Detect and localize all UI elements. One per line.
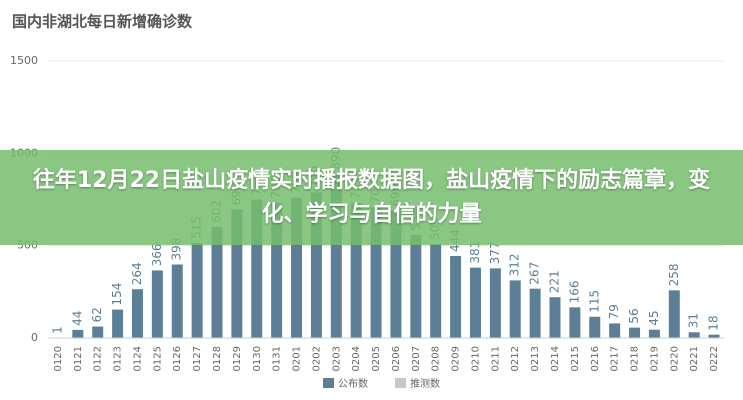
x-tick-label: 0221 xyxy=(689,346,700,371)
data-label: 258 xyxy=(667,263,681,286)
x-tick-label: 0210 xyxy=(470,346,481,371)
x-tick-label: 0220 xyxy=(669,346,680,371)
data-label: 56 xyxy=(627,308,641,323)
x-tick-label: 0206 xyxy=(391,346,402,371)
bar xyxy=(310,192,322,338)
x-tick-label: 0201 xyxy=(292,346,303,371)
bar xyxy=(529,288,541,338)
x-tick-label: 0123 xyxy=(113,346,124,371)
bar xyxy=(151,270,163,338)
banner-text: 往年12月22日盐山疫情实时播报数据图，盐山疫情下的励志篇章，变化、学习与自信的… xyxy=(32,167,711,227)
bar xyxy=(191,242,203,338)
x-tick-label: 0124 xyxy=(132,346,143,371)
x-tick-label: 0219 xyxy=(649,346,660,371)
x-tick-label: 0214 xyxy=(550,346,561,371)
data-label: 221 xyxy=(548,270,562,293)
x-tick-label: 0212 xyxy=(510,346,521,371)
x-tick-label: 0131 xyxy=(272,346,283,371)
bar xyxy=(509,280,521,338)
legend-swatch xyxy=(395,378,406,388)
x-tick-label: 0216 xyxy=(590,346,601,371)
bar xyxy=(569,307,581,338)
x-tick-label: 0122 xyxy=(93,346,104,371)
x-tick-label: 0128 xyxy=(212,346,223,371)
x-tick-label: 0120 xyxy=(53,346,64,371)
y-tick-label: 1500 xyxy=(10,54,38,67)
data-label: 312 xyxy=(508,253,522,276)
data-label: 62 xyxy=(90,307,104,322)
legend-label: 公布数 xyxy=(338,377,368,390)
x-tick-label: 0209 xyxy=(451,346,462,371)
bar xyxy=(430,244,442,338)
x-tick-label: 0126 xyxy=(172,346,183,371)
bar xyxy=(450,256,462,338)
bar xyxy=(668,290,680,338)
x-tick-label: 0208 xyxy=(431,346,442,371)
bar xyxy=(370,207,382,338)
bar xyxy=(330,173,342,338)
x-tick-label: 0211 xyxy=(490,346,501,371)
data-label: 166 xyxy=(567,280,581,303)
bar xyxy=(489,268,501,338)
bar xyxy=(231,209,243,338)
chart-title: 国内非湖北每日新增确诊数 xyxy=(12,13,193,31)
data-label: 381 xyxy=(468,241,482,264)
x-tick-label: 0130 xyxy=(252,346,263,371)
x-tick-label: 0213 xyxy=(530,346,541,371)
x-tick-label: 0204 xyxy=(351,346,362,371)
bar xyxy=(648,329,660,338)
legend-swatch xyxy=(323,378,334,388)
x-tick-label: 0218 xyxy=(630,346,641,371)
bar xyxy=(350,203,362,338)
data-label: 79 xyxy=(607,304,621,319)
data-label: 18 xyxy=(707,315,721,330)
data-label: 31 xyxy=(687,313,701,328)
bar xyxy=(410,234,422,338)
y-tick-label: 0 xyxy=(31,331,38,344)
x-tick-label: 0127 xyxy=(192,346,203,371)
x-tick-label: 0222 xyxy=(709,346,720,371)
bar xyxy=(609,323,621,338)
bar xyxy=(171,264,183,338)
data-label: 115 xyxy=(587,290,601,313)
bar xyxy=(469,267,481,338)
bar xyxy=(72,329,84,338)
x-tick-label: 0207 xyxy=(411,346,422,371)
x-tick-label: 0202 xyxy=(311,346,322,371)
bar xyxy=(112,309,124,338)
bar xyxy=(211,226,223,338)
data-label: 366 xyxy=(150,244,164,267)
x-tick-label: 0125 xyxy=(152,346,163,371)
bar xyxy=(549,297,561,338)
bar xyxy=(390,210,402,338)
bar xyxy=(708,334,720,338)
x-tick-label: 0121 xyxy=(73,346,84,371)
x-tick-label: 0129 xyxy=(232,346,243,371)
x-tick-label: 0215 xyxy=(570,346,581,371)
bar xyxy=(251,199,263,338)
x-tick-label: 0205 xyxy=(371,346,382,371)
data-label: 154 xyxy=(110,283,124,306)
x-tick-label: 0203 xyxy=(331,346,342,371)
data-label: 1 xyxy=(50,326,64,334)
x-tick-label: 0217 xyxy=(610,346,621,371)
data-label: 45 xyxy=(647,310,661,325)
bar xyxy=(92,326,104,338)
bar xyxy=(629,327,641,338)
data-label: 44 xyxy=(70,311,84,326)
data-label: 264 xyxy=(130,262,144,285)
bar xyxy=(131,289,143,338)
bar xyxy=(271,202,283,338)
bar xyxy=(291,197,303,338)
bar xyxy=(589,316,601,338)
data-label: 377 xyxy=(488,241,502,264)
legend-label: 推测数 xyxy=(410,377,440,390)
data-label: 267 xyxy=(528,262,542,285)
bar xyxy=(688,332,700,338)
banner: 往年12月22日盐山疫情实时播报数据图，盐山疫情下的励志篇章，变化、学习与自信的… xyxy=(0,150,743,245)
